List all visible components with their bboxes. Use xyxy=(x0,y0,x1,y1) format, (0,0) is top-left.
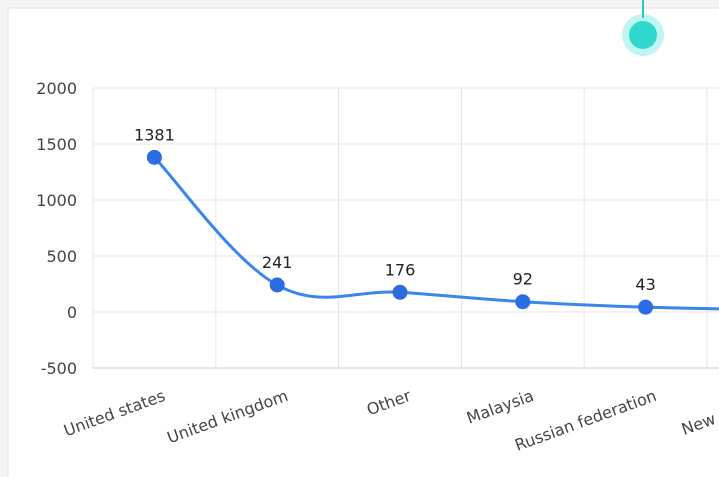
data-point xyxy=(638,299,654,315)
data-label: 241 xyxy=(262,253,293,272)
y-tick-label: 1500 xyxy=(36,135,77,154)
data-label: 1381 xyxy=(134,125,175,144)
y-tick-label: 1000 xyxy=(36,191,77,210)
data-point xyxy=(146,149,162,165)
y-tick-label: 2000 xyxy=(36,79,77,98)
data-point xyxy=(515,294,531,310)
y-tick-label: 500 xyxy=(46,247,77,266)
data-point xyxy=(392,284,408,300)
series-line xyxy=(153,156,719,311)
indicator-dot xyxy=(629,21,657,49)
data-label: 92 xyxy=(513,270,533,289)
y-tick-label: 0 xyxy=(67,303,77,322)
data-label: 176 xyxy=(385,260,416,279)
data-point xyxy=(269,277,285,293)
y-tick-label: -500 xyxy=(41,359,77,378)
data-label: 43 xyxy=(635,275,655,294)
card xyxy=(7,7,719,477)
